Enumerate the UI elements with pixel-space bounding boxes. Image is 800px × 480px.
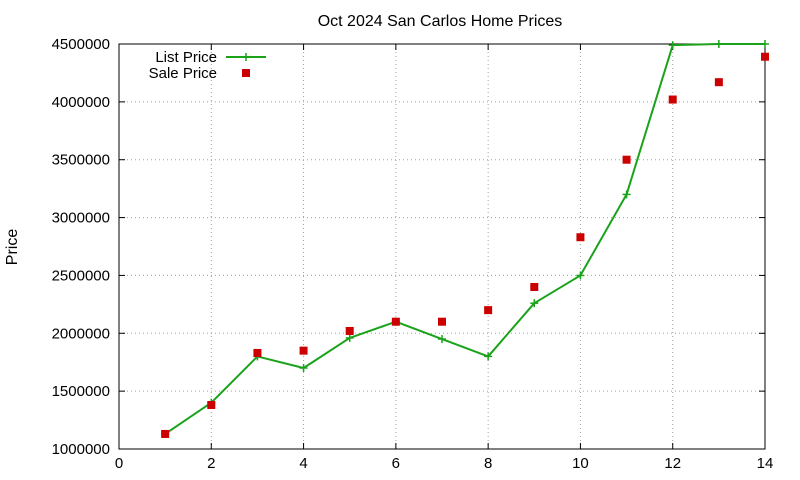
- grid-layer: [119, 44, 765, 449]
- sale-price-point: [761, 52, 769, 61]
- x-tick-label: 0: [115, 455, 123, 472]
- list-price-point: [484, 352, 493, 361]
- y-tick-label: 4500000: [52, 36, 110, 53]
- x-tick-label: 4: [299, 455, 307, 472]
- sale-price-point: [530, 283, 539, 291]
- legend-label: List Price: [155, 49, 217, 66]
- list-price-point: [668, 41, 677, 50]
- y-tick-label: 3500000: [52, 152, 110, 169]
- y-tick-label: 2500000: [52, 267, 110, 284]
- list-price-line: [164, 43, 765, 435]
- y-tick-label: 1000000: [52, 441, 110, 458]
- legend-swatch-marker: [242, 69, 250, 77]
- x-tick-label: 10: [572, 455, 589, 472]
- list-price-point: [761, 40, 769, 48]
- y-tick-label: 3000000: [52, 210, 110, 227]
- list-price-point: [576, 271, 585, 280]
- legend-swatch-marker: [242, 53, 250, 61]
- y-axis-label: Price: [4, 229, 21, 266]
- list-price-series: [161, 40, 769, 438]
- y-tick-label: 4000000: [52, 94, 110, 111]
- sale-price-point: [253, 348, 262, 357]
- x-tick-label: 12: [664, 455, 681, 472]
- legend-entry-sale-price: Sale Price: [149, 65, 250, 82]
- sale-price-point: [484, 306, 493, 315]
- axis-layer: 0 2 4 6 8 10 12 14 1000000 1500000 2000000 2500000 3…: [52, 36, 774, 472]
- sale-price-point: [438, 317, 446, 326]
- sale-price-point: [576, 233, 585, 242]
- y-tick-label: 1500000: [52, 383, 110, 400]
- x-tick-label: 14: [757, 455, 774, 472]
- sale-price-point: [161, 429, 170, 438]
- chart-title: Oct 2024 San Carlos Home Prices: [318, 13, 563, 30]
- list-price-point: [345, 333, 354, 342]
- plot-frame: [118, 43, 766, 450]
- list-price-point: [438, 335, 446, 344]
- list-price-point: [299, 364, 308, 372]
- legend-entry-list-price: List Price: [155, 49, 266, 66]
- x-tick-label: 2: [207, 455, 215, 472]
- list-price-point: [714, 40, 723, 48]
- sale-price-point: [391, 317, 400, 326]
- sale-price-series: [161, 52, 769, 438]
- list-price-point: [530, 299, 539, 308]
- sale-price-point: [622, 155, 631, 164]
- sale-price-point: [345, 326, 354, 335]
- x-tick-label: 8: [484, 455, 492, 472]
- sale-price-point: [207, 401, 216, 410]
- x-tick-label: 6: [392, 455, 400, 472]
- list-price-point: [622, 190, 631, 199]
- series-layer: [161, 40, 769, 438]
- sale-price-point: [299, 346, 308, 355]
- legend-label: Sale Price: [149, 65, 217, 82]
- sale-price-point: [668, 95, 677, 104]
- sale-price-point: [714, 78, 723, 87]
- y-tick-label: 2000000: [52, 325, 110, 342]
